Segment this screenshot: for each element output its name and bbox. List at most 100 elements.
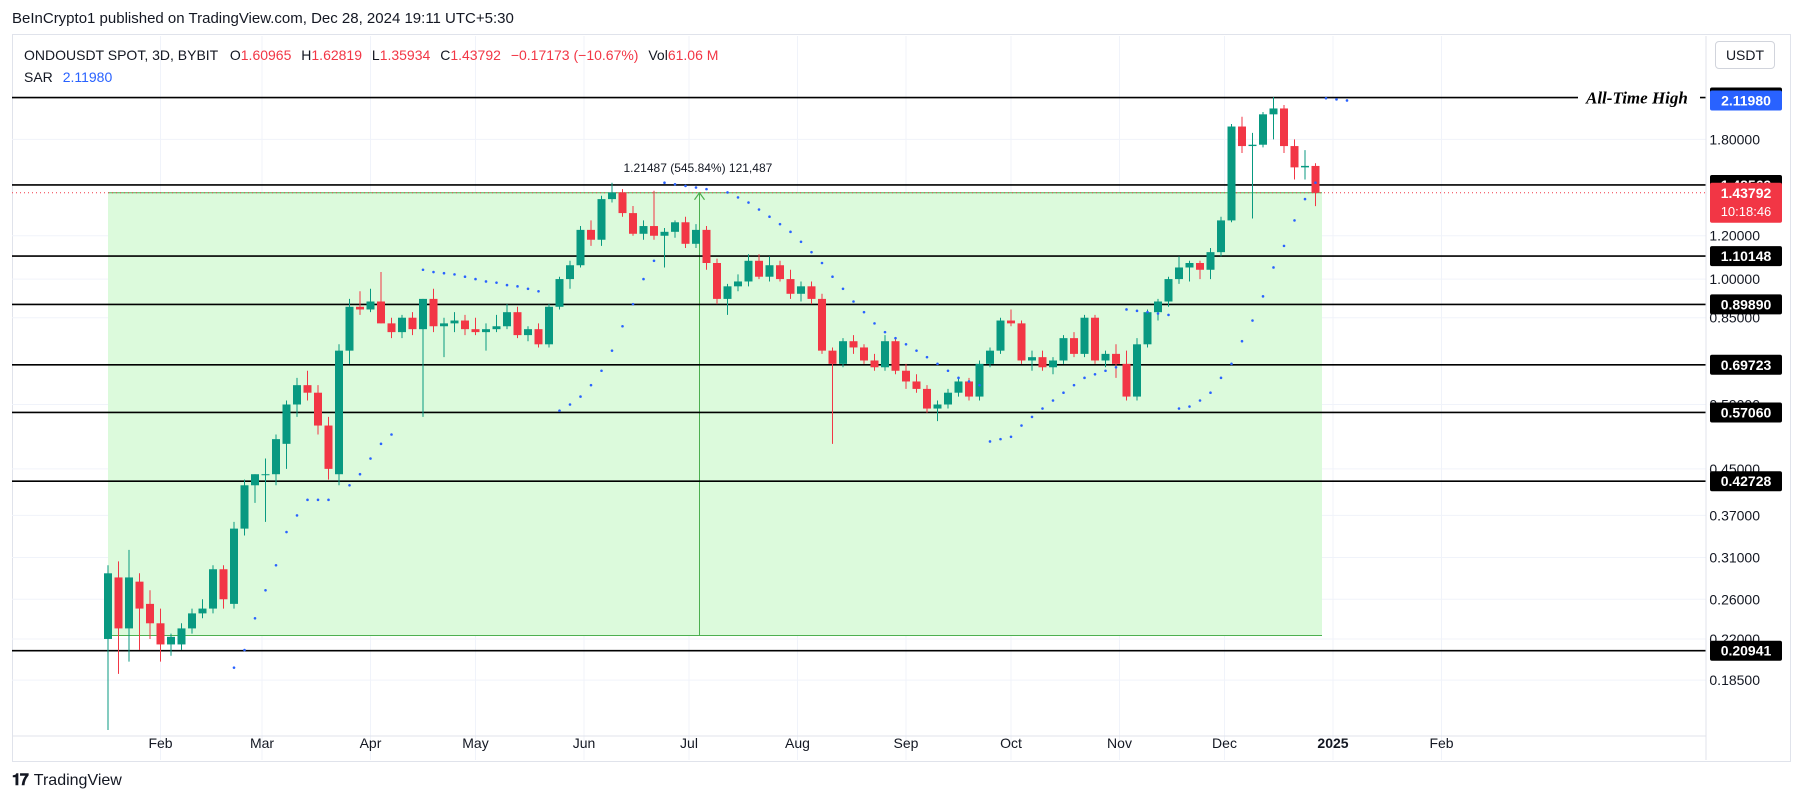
candle[interactable] — [293, 385, 301, 405]
candle[interactable] — [650, 226, 658, 236]
candle[interactable] — [1007, 320, 1015, 324]
candle[interactable] — [713, 263, 721, 299]
candle[interactable] — [156, 623, 165, 645]
candle[interactable] — [398, 317, 406, 333]
candle[interactable] — [209, 569, 217, 609]
candle[interactable] — [902, 370, 910, 382]
candle[interactable] — [303, 385, 312, 393]
candle[interactable] — [776, 265, 784, 280]
candle[interactable] — [723, 286, 732, 299]
candle[interactable] — [639, 226, 648, 234]
candle[interactable] — [513, 312, 522, 336]
candle[interactable] — [1080, 317, 1089, 354]
candle[interactable] — [849, 341, 858, 348]
candle[interactable] — [923, 388, 931, 409]
candle[interactable] — [954, 381, 963, 393]
candle[interactable] — [324, 425, 333, 469]
candle[interactable] — [450, 320, 459, 324]
candle[interactable] — [198, 608, 207, 614]
candle[interactable] — [429, 298, 438, 327]
candle[interactable] — [471, 329, 480, 333]
candle[interactable] — [1059, 338, 1068, 361]
candle[interactable] — [965, 381, 973, 397]
candle[interactable] — [660, 231, 669, 236]
candle[interactable] — [440, 323, 448, 327]
candle[interactable] — [356, 306, 364, 310]
candle[interactable] — [1227, 126, 1236, 221]
currency-button[interactable]: USDT — [1715, 41, 1775, 69]
candle[interactable] — [933, 404, 942, 409]
candle[interactable] — [891, 341, 900, 371]
candle[interactable] — [114, 577, 123, 629]
candle[interactable] — [1112, 353, 1120, 364]
candle[interactable] — [1133, 344, 1141, 397]
candle[interactable] — [755, 260, 763, 277]
footer-brand[interactable]: 𝟏𝟕 TradingView — [12, 772, 122, 790]
candle[interactable] — [797, 286, 805, 294]
candle[interactable] — [1269, 108, 1278, 115]
candle[interactable] — [734, 281, 742, 287]
candle[interactable] — [1028, 357, 1036, 361]
candle[interactable] — [566, 265, 574, 280]
candle[interactable] — [860, 347, 868, 361]
candle[interactable] — [1185, 263, 1194, 268]
candle[interactable] — [146, 603, 154, 624]
candle[interactable] — [177, 628, 186, 645]
candle[interactable] — [1311, 165, 1320, 193]
candle[interactable] — [576, 229, 585, 266]
candle[interactable] — [870, 360, 879, 368]
candle[interactable] — [366, 301, 375, 310]
candle[interactable] — [482, 329, 490, 333]
candle[interactable] — [597, 199, 606, 240]
candle[interactable] — [975, 363, 984, 397]
candle[interactable] — [503, 312, 511, 327]
candle[interactable] — [765, 265, 774, 277]
candle[interactable] — [345, 306, 354, 351]
candle[interactable] — [524, 329, 532, 336]
candle[interactable] — [1217, 220, 1225, 253]
candle[interactable] — [419, 298, 427, 330]
candle[interactable] — [1070, 338, 1078, 354]
candle[interactable] — [555, 279, 564, 307]
sar-key[interactable]: SAR — [24, 69, 53, 85]
candle[interactable] — [461, 320, 469, 330]
candle[interactable] — [1248, 144, 1257, 147]
candle[interactable] — [692, 229, 700, 244]
candle[interactable] — [534, 329, 543, 345]
candle[interactable] — [125, 577, 133, 629]
candle[interactable] — [188, 613, 196, 629]
candle[interactable] — [387, 323, 396, 333]
candle[interactable] — [314, 392, 322, 426]
candle[interactable] — [744, 260, 753, 282]
candle[interactable] — [786, 279, 795, 294]
candle[interactable] — [1143, 312, 1152, 345]
candle[interactable] — [587, 229, 595, 240]
candle[interactable] — [618, 192, 627, 214]
candle[interactable] — [1049, 360, 1057, 368]
candle[interactable] — [335, 350, 343, 475]
candle[interactable] — [230, 528, 238, 604]
candle[interactable] — [839, 341, 847, 364]
candle[interactable] — [1196, 263, 1204, 270]
candle[interactable] — [408, 317, 417, 330]
candle[interactable] — [1091, 317, 1099, 361]
candle[interactable] — [1164, 279, 1173, 302]
candle[interactable] — [1038, 357, 1047, 368]
candle[interactable] — [377, 301, 385, 324]
candle[interactable] — [251, 474, 259, 486]
candle[interactable] — [702, 229, 711, 264]
candle[interactable] — [135, 581, 144, 609]
candle[interactable] — [1290, 146, 1299, 168]
candle[interactable] — [240, 485, 249, 529]
candle[interactable] — [828, 350, 837, 364]
candle[interactable] — [912, 381, 921, 389]
candle[interactable] — [1017, 323, 1026, 361]
candle[interactable] — [1238, 126, 1246, 147]
candle[interactable] — [219, 569, 228, 600]
candle[interactable] — [1175, 267, 1183, 280]
candle[interactable] — [807, 286, 816, 299]
candle[interactable] — [1206, 252, 1215, 270]
candle[interactable] — [1122, 363, 1131, 397]
candle[interactable] — [986, 350, 994, 364]
